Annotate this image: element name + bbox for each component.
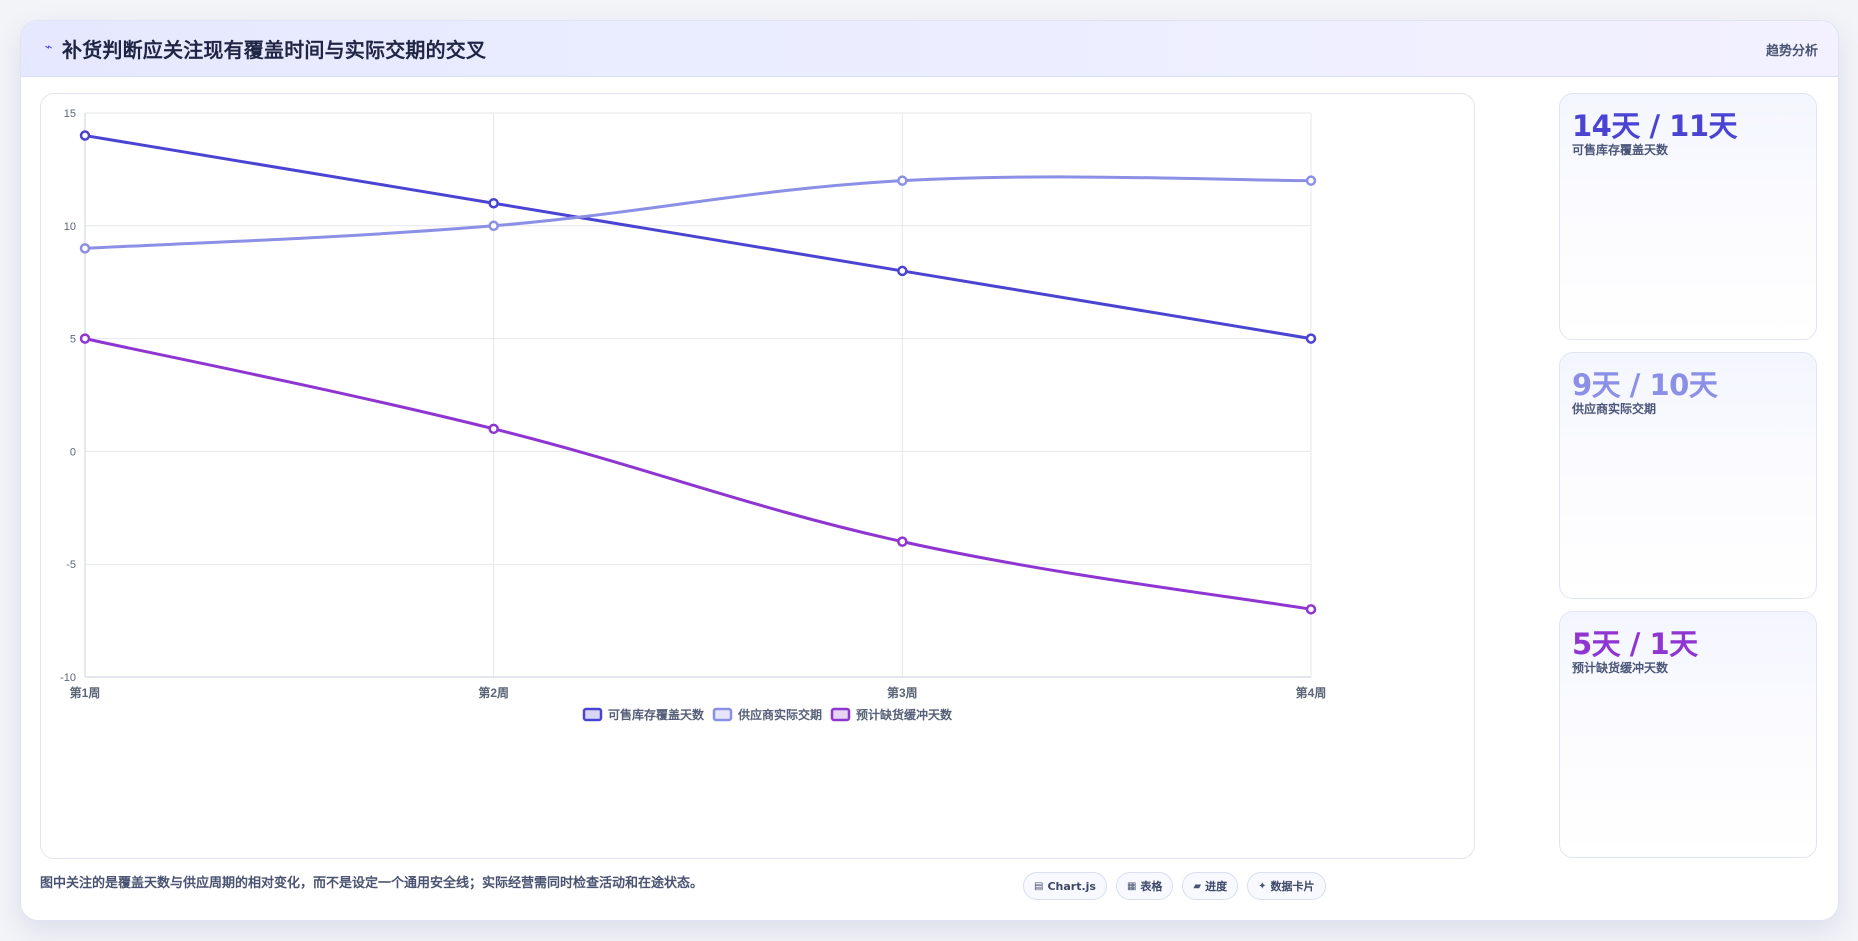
stat-label-coverage: 可售库存覆盖天数 — [1572, 143, 1669, 157]
data-point[interactable] — [79, 243, 91, 254]
y-tick-label: 5 — [70, 334, 76, 346]
page-title: 补货判断应关注现有覆盖时间与实际交期的交叉 — [62, 38, 487, 62]
line-chart-icon: ⌁ — [44, 40, 53, 55]
y-tick-label: 15 — [64, 108, 76, 120]
y-tick-label: -5 — [66, 559, 76, 571]
progress-pill[interactable]: ▰ 进度 — [1182, 872, 1239, 900]
series-line-3 — [83, 337, 1313, 611]
card-icon: ✦ — [1258, 880, 1267, 892]
x-tick-label: 第4周 — [1296, 685, 1327, 700]
data-point[interactable] — [488, 423, 499, 435]
data-point[interactable] — [79, 333, 91, 344]
table-pill[interactable]: ▦ 表格 — [1115, 872, 1174, 900]
data-point[interactable] — [488, 197, 499, 209]
legend-label: 可售库存覆盖天数 — [608, 707, 705, 722]
stat-card-buffer: 5天 / 1天 预计缺货缓冲天数 — [1559, 611, 1817, 858]
chartjs-pill[interactable]: ▤ Chart.js — [1023, 872, 1107, 900]
stat-value-buffer: 5天 / 1天 — [1572, 627, 1698, 661]
data-point[interactable] — [897, 536, 908, 547]
table-icon: ▦ — [1126, 880, 1137, 892]
x-tick-label: 第3周 — [887, 685, 918, 700]
x-tick-label: 第2周 — [478, 685, 509, 700]
stat-value-coverage: 14天 / 11天 — [1572, 109, 1738, 143]
legend-swatch — [582, 707, 603, 722]
footer-note: 图中关注的是覆盖天数与供应周期的相对变化，而不是设定一个通用安全线；实际经营需同… — [40, 876, 704, 891]
panel-header: ⌁ 补货判断应关注现有覆盖时间与实际交期的交叉 趋势分析 — [21, 21, 1838, 77]
legend-label: 供应商实际交期 — [737, 707, 822, 722]
data-point[interactable] — [79, 130, 91, 141]
stat-label-buffer: 预计缺货缓冲天数 — [1572, 661, 1669, 675]
stat-value-lead-time: 9天 / 10天 — [1572, 368, 1718, 402]
x-tick-label: 第1周 — [70, 685, 101, 700]
data-point[interactable] — [897, 175, 908, 186]
legend-swatch — [830, 707, 851, 722]
pill-label: 进度 — [1205, 880, 1228, 893]
pill-label: 数据卡片 — [1270, 880, 1315, 893]
y-tick-label: 10 — [64, 221, 76, 233]
data-card-pill[interactable]: ✦ 数据卡片 — [1247, 872, 1326, 900]
data-point[interactable] — [1305, 175, 1317, 186]
pill-label: 表格 — [1140, 880, 1163, 893]
data-point[interactable] — [1305, 333, 1317, 344]
data-point[interactable] — [897, 265, 908, 277]
legend-label: 预计缺货缓冲天数 — [856, 707, 953, 722]
series-line-1 — [83, 134, 1313, 341]
chart-icon: ▤ — [1034, 880, 1044, 892]
data-point[interactable] — [488, 220, 499, 232]
chart-panel: ⌁ 补货判断应关注现有覆盖时间与实际交期的交叉 趋势分析 15 10 5 0 -5 -10… — [20, 20, 1839, 921]
y-tick-label: 0 — [70, 446, 76, 458]
tag-pill-list: ▤ Chart.js ▦ 表格 ▰ 进度 ✦ 数据卡片 — [1023, 872, 1326, 900]
pill-label: Chart.js — [1047, 879, 1096, 893]
stat-label-lead-time: 供应商实际交期 — [1572, 402, 1657, 416]
series-line-2 — [83, 175, 1313, 250]
y-tick-label: -10 — [60, 672, 76, 684]
line-chart-card: 15 10 5 0 -5 -10 第1周 第2周 第3周 第4周可售库存覆盖天数 供应商实际交期 预计… — [40, 93, 1475, 859]
stat-card-lead-time: 9天 / 10天 供应商实际交期 — [1559, 352, 1817, 599]
data-point[interactable] — [1305, 604, 1317, 615]
progress-icon: ▰ — [1193, 880, 1202, 892]
trend-analysis-label: 趋势分析 — [1765, 44, 1818, 59]
legend-swatch — [712, 707, 733, 722]
stat-card-coverage: 14天 / 11天 可售库存覆盖天数 — [1559, 93, 1817, 340]
